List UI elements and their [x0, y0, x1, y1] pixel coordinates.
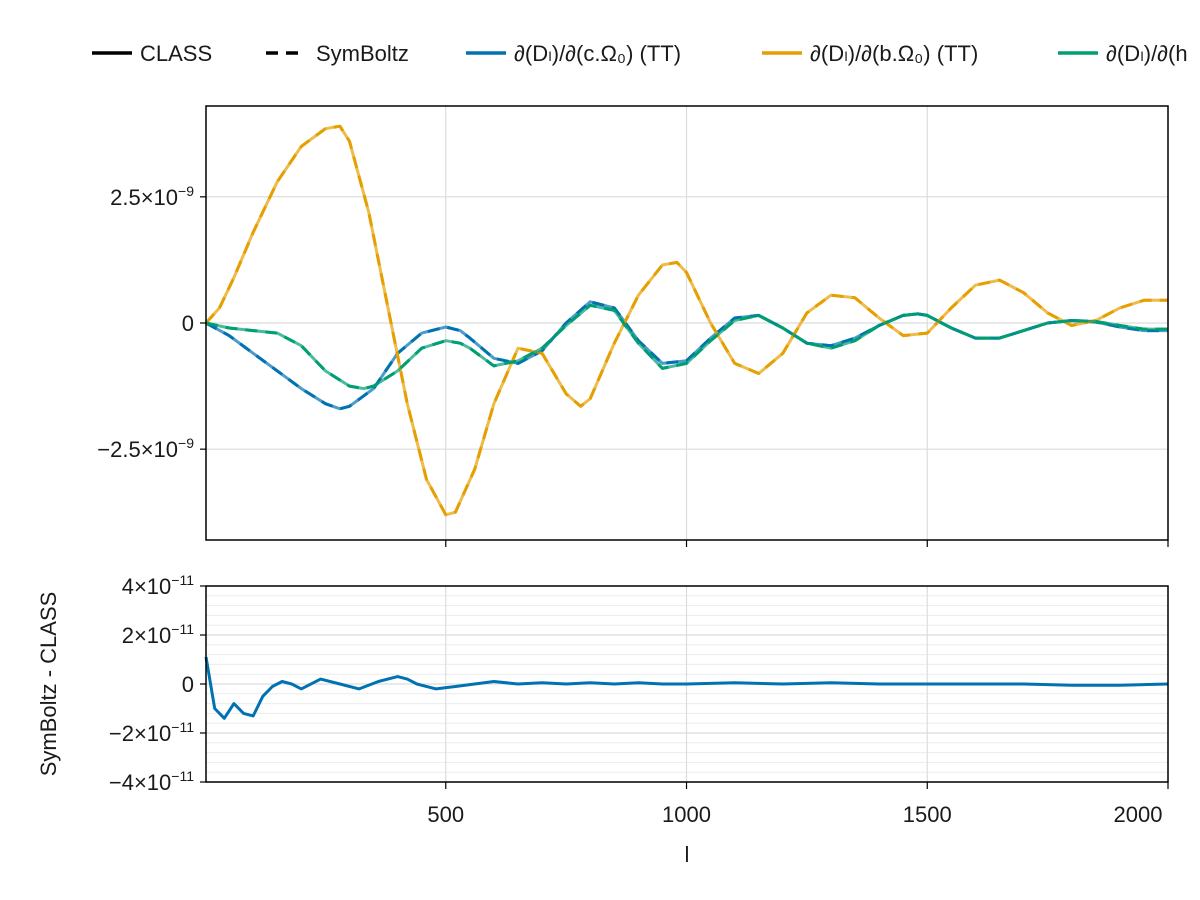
y-tick-label: 0: [182, 672, 194, 697]
top-y-ticks: 2.5×10−9 0 −2.5×10−9: [97, 183, 206, 462]
series-line-dashed-1: [204, 124, 1168, 517]
y-tick-label: −2×10−11: [109, 719, 194, 746]
bottom-panel: 4×10−11 2×10−11 0 −2×10−11 −4×10−11 500 1000 1…: [109, 540, 1169, 827]
legend-label-0: CLASS: [140, 41, 212, 66]
y-tick-label: 2.5×10−9: [110, 183, 194, 210]
y-tick-label: 2×10−11: [122, 621, 194, 648]
legend-label-4: ∂(Dₗ)/∂(h: [1106, 41, 1188, 66]
x-tick-label: 500: [427, 802, 464, 827]
y-tick-label: 4×10−11: [122, 572, 194, 599]
series-line-0: [204, 656, 1169, 720]
bottom-y-ticks: 4×10−11 2×10−11 0 −2×10−11 −4×10−11: [109, 572, 206, 795]
x-tick-label: 2000: [1114, 802, 1163, 827]
top-series-lines: [204, 124, 1168, 517]
legend-label-2: ∂(Dₗ)/∂(c.Ω₀) (TT): [514, 41, 681, 66]
x-axis-label: l: [685, 842, 690, 867]
y-tick-label: 0: [182, 311, 194, 336]
x-tick-label: 1500: [903, 802, 952, 827]
legend: CLASS SymBoltz ∂(Dₗ)/∂(c.Ω₀) (TT) ∂(Dₗ)/∂(b…: [92, 41, 1188, 66]
x-tick-label: 1000: [662, 802, 711, 827]
top-panel: 2.5×10−9 0 −2.5×10−9: [97, 105, 1169, 541]
bottom-grid: [206, 585, 1169, 783]
y-tick-label: −2.5×10−9: [97, 435, 194, 462]
y-axis-label: SymBoltz - CLASS: [36, 592, 61, 777]
bottom-series-lines: [204, 656, 1169, 720]
legend-label-3: ∂(Dₗ)/∂(b.Ω₀) (TT): [810, 41, 978, 66]
series-line-2: [205, 303, 1168, 391]
legend-label-1: SymBoltz: [316, 41, 409, 66]
x-ticks: 500 1000 1500 2000: [427, 540, 1169, 827]
y-tick-label: −4×10−11: [109, 768, 194, 795]
